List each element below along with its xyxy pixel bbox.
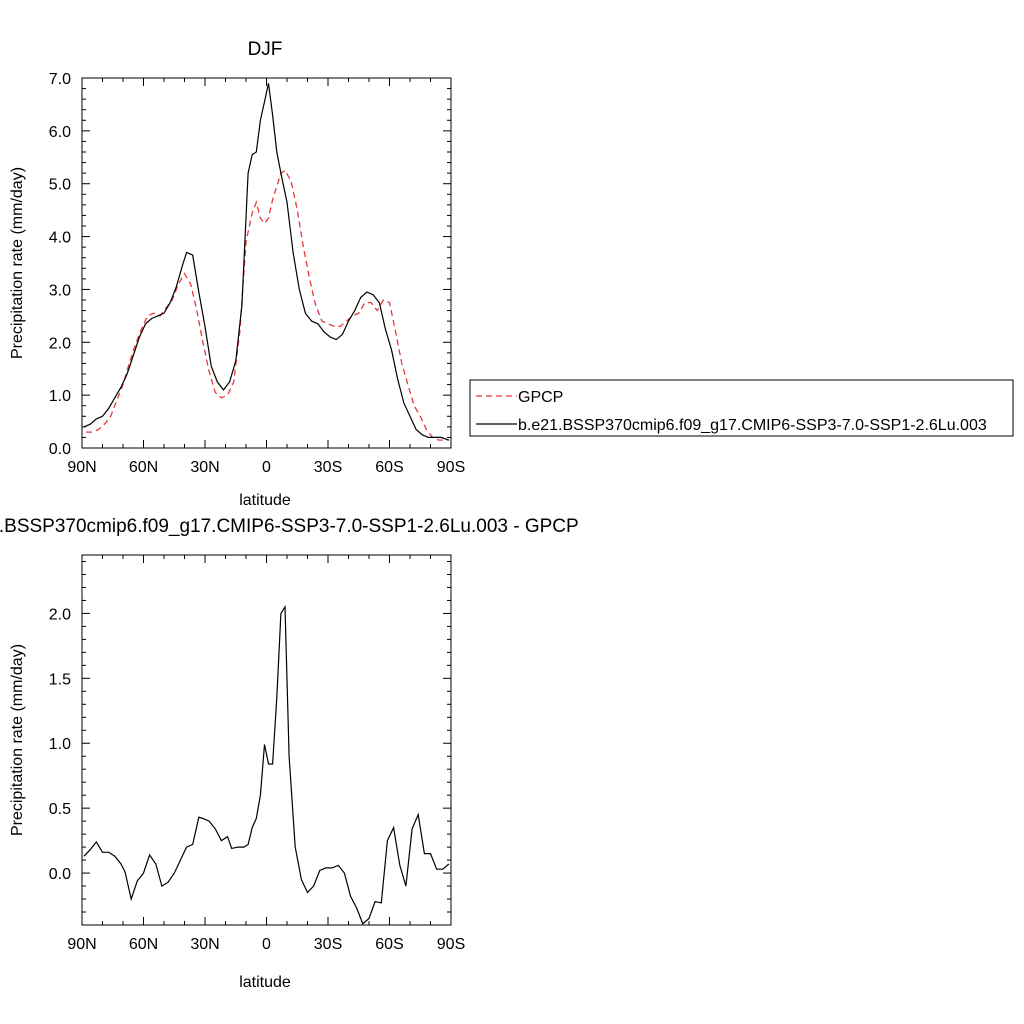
y-tick-label: 4.0 xyxy=(49,230,71,247)
y-tick-label: 2.0 xyxy=(49,335,71,352)
legend: GPCP b.e21.BSSP370cmip6.f09_g17.CMIP6-SS… xyxy=(469,379,1014,437)
x-tick-label: 90N xyxy=(67,459,96,476)
x-tick-label: 60S xyxy=(375,936,403,953)
bottom-x-axis-label: latitude xyxy=(239,974,291,991)
y-tick-label: 2.0 xyxy=(49,606,71,623)
top-y-axis-label: Precipitation rate (mm/day) xyxy=(9,167,26,359)
x-tick-label: 60S xyxy=(375,459,403,476)
x-tick-label: 0 xyxy=(262,459,271,476)
top-x-axis-label: latitude xyxy=(239,492,291,509)
x-tick-label: 30N xyxy=(190,936,219,953)
x-tick-label: 60N xyxy=(129,936,158,953)
legend-box xyxy=(469,379,1014,437)
y-tick-label: 0.5 xyxy=(49,801,71,818)
bottom-y-axis-label: Precipitation rate (mm/day) xyxy=(9,644,26,836)
top-plot-frame xyxy=(81,77,452,449)
top-chart-title: DJF xyxy=(248,39,283,60)
x-tick-label: 0 xyxy=(262,936,271,953)
y-tick-label: 1.5 xyxy=(49,671,71,688)
y-tick-label: 0.0 xyxy=(49,866,71,883)
y-tick-label: 1.0 xyxy=(49,736,71,753)
legend-gpcp-label: GPCP xyxy=(518,389,563,406)
bottom-plot-frame xyxy=(81,554,452,926)
bottom-axis-ticks xyxy=(81,555,452,926)
bottom-y-tick-labels: 0.0 0.5 1.0 1.5 2.0 xyxy=(49,606,71,883)
difference-line xyxy=(83,604,450,925)
x-tick-label: 60N xyxy=(129,459,158,476)
y-tick-label: 0.0 xyxy=(49,441,71,458)
legend-model-label: b.e21.BSSP370cmip6.f09_g17.CMIP6-SSP3-7.… xyxy=(518,417,987,434)
top-axis-ticks xyxy=(81,77,452,449)
y-tick-label: 5.0 xyxy=(49,177,71,194)
y-tick-label: 6.0 xyxy=(49,124,71,141)
x-tick-label: 90N xyxy=(67,936,96,953)
top-x-tick-labels: 90N 60N 30N 0 30S 60S 90S xyxy=(67,459,465,476)
y-tick-label: 1.0 xyxy=(49,388,71,405)
top-plot: DJF 90N 60N 30N 0 30S 60S 90S 0.0 1.0 2.0 3.0 4.0 5… xyxy=(9,39,465,509)
top-y-tick-labels: 0.0 1.0 2.0 3.0 4.0 5.0 6.0 7.0 xyxy=(49,71,71,458)
bottom-chart-title: b.e21.BSSP370cmip6.f09_g17.CMIP6-SSP3-7.… xyxy=(0,516,579,537)
y-tick-label: 3.0 xyxy=(49,282,71,299)
x-tick-label: 30S xyxy=(314,459,342,476)
model-line xyxy=(83,83,450,441)
x-tick-label: 30S xyxy=(314,936,342,953)
y-tick-label: 7.0 xyxy=(49,71,71,88)
bottom-plot: b.e21.BSSP370cmip6.f09_g17.CMIP6-SSP3-7.… xyxy=(0,516,579,991)
x-tick-label: 90S xyxy=(437,936,465,953)
bottom-x-tick-labels: 90N 60N 30N 0 30S 60S 90S xyxy=(67,936,465,953)
gpcp-line xyxy=(86,169,449,441)
x-tick-label: 90S xyxy=(437,459,465,476)
x-tick-label: 30N xyxy=(190,459,219,476)
